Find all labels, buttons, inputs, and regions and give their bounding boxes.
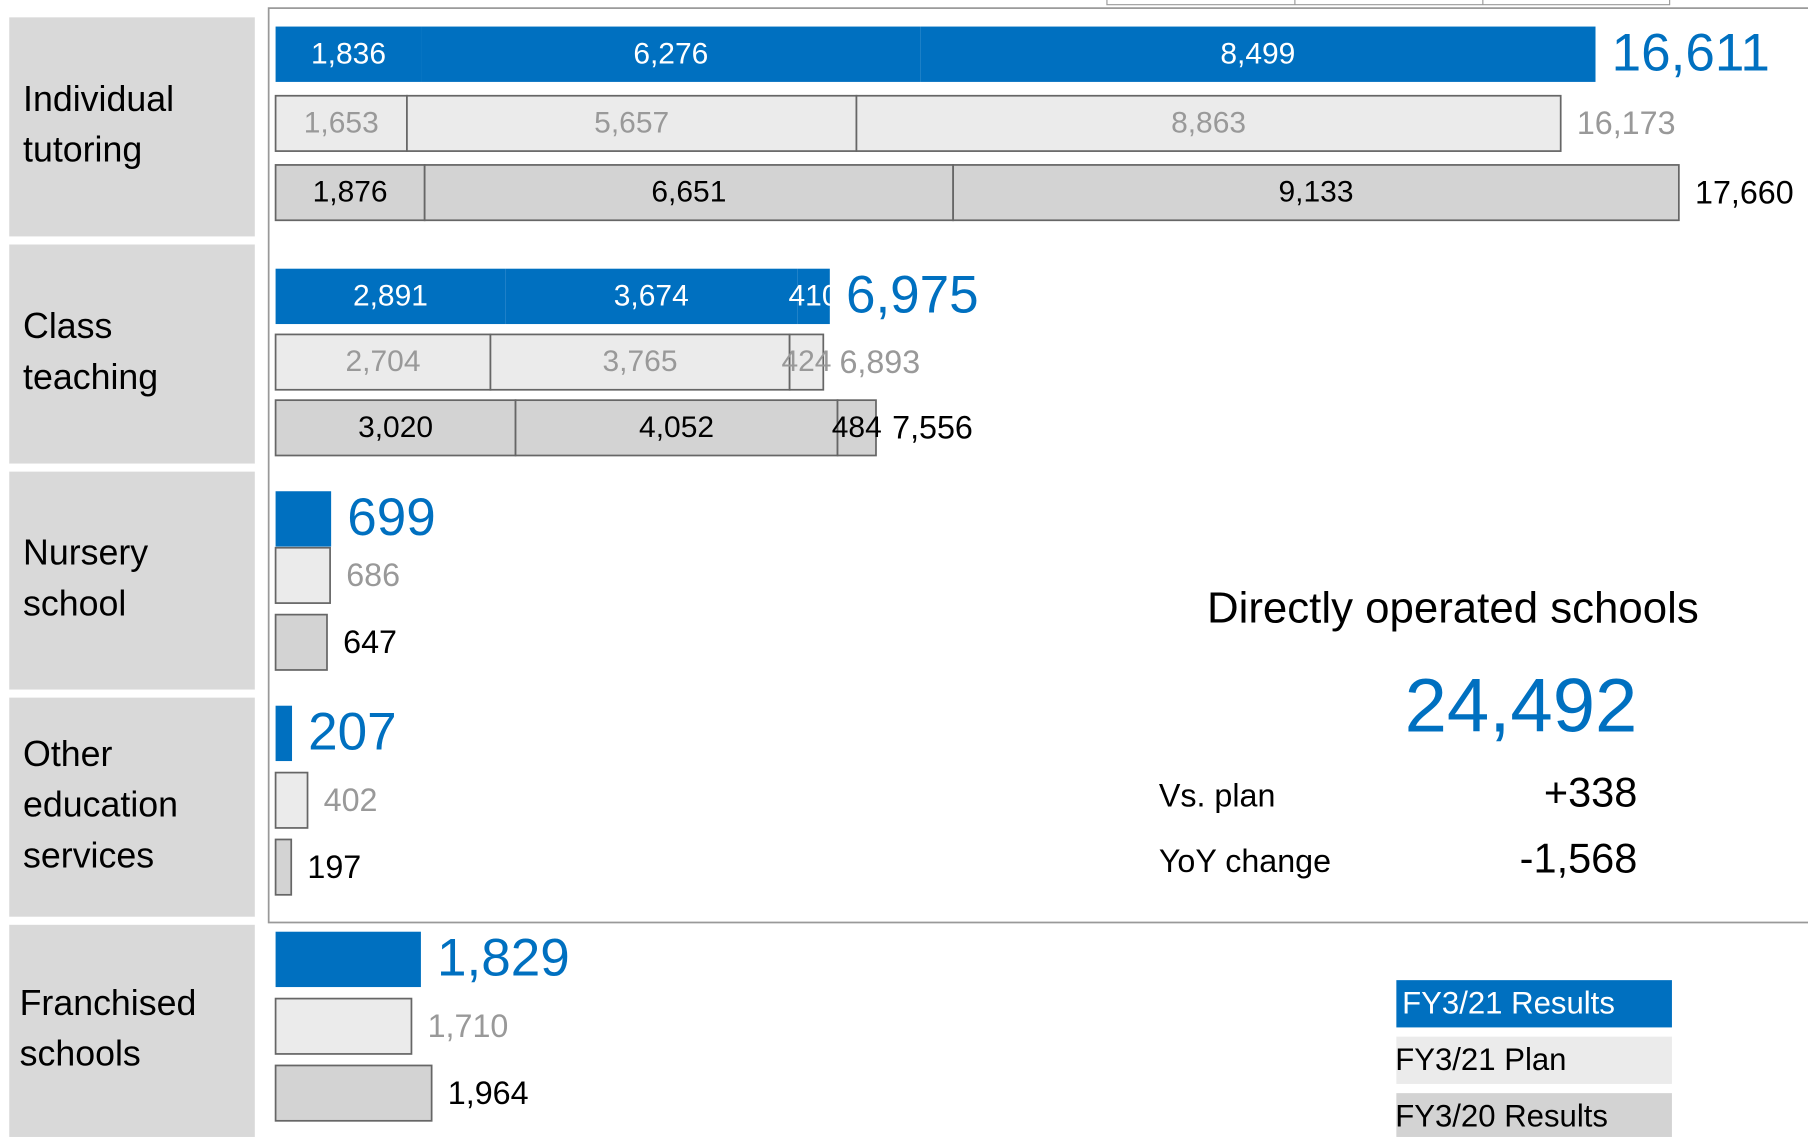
total-label: 6,893 [839, 344, 920, 380]
legend-swatch [1396, 1093, 1672, 1137]
group-box [9, 697, 255, 917]
bar-segment [855, 94, 1562, 152]
bar-segment [952, 164, 1680, 222]
bar-segment [514, 399, 839, 457]
legend-label: FY3/21 Plan [1395, 1042, 1566, 1077]
segment-label: 1,836 [311, 37, 386, 70]
bar-segment [274, 1064, 433, 1122]
bar-segment [406, 94, 858, 152]
bar-segment [274, 546, 331, 604]
legend-label: FY3/20 Results [1395, 1099, 1608, 1134]
segment-label: 5,657 [594, 106, 669, 139]
group-label: education [23, 785, 178, 825]
summary-row-value: -1,568 [1520, 834, 1638, 881]
frame [267, 7, 1808, 924]
segment-label: 9,133 [1279, 176, 1354, 209]
bar-segment [920, 26, 1596, 82]
table-edge [1106, 0, 1671, 6]
segment-label: 1,876 [313, 176, 388, 209]
bar-segment [274, 997, 413, 1055]
group-label: Other [23, 734, 112, 774]
segment-label: 484 [832, 411, 882, 444]
group-label: school [23, 583, 126, 623]
bar-segment [423, 164, 955, 222]
bar-segment [797, 268, 830, 325]
total-label: 17,660 [1695, 174, 1794, 210]
bar-segment [275, 931, 421, 988]
bar-label: 1,829 [437, 929, 570, 988]
bar-segment [274, 838, 293, 896]
bar-label: 686 [346, 557, 400, 593]
segment-label: 410 [789, 279, 839, 312]
bar-label: 699 [347, 488, 435, 547]
group-label: services [23, 835, 154, 875]
bar-segment [274, 613, 328, 671]
group-label: Class [23, 306, 112, 346]
bar-segment [274, 164, 426, 222]
bar-segment [275, 491, 332, 547]
bar-segment [421, 26, 921, 82]
summary-row-value: +338 [1544, 769, 1637, 816]
total-label: 16,611 [1612, 24, 1770, 83]
group-label: tutoring [23, 130, 142, 170]
segment-label: 8,863 [1171, 106, 1246, 139]
bar-segment [274, 771, 309, 829]
bar-segment [275, 26, 422, 82]
segment-label: 424 [781, 345, 831, 378]
group-box [9, 244, 255, 464]
total-label: 16,173 [1577, 105, 1676, 141]
bar-label: 1,964 [448, 1075, 529, 1111]
bar-segment [489, 333, 791, 391]
group-label: Nursery [23, 533, 148, 573]
legend-label: FY3/21 Results [1402, 986, 1615, 1021]
bar-segment [505, 268, 798, 325]
segment-label: 8,499 [1220, 37, 1295, 70]
summary-row-label: YoY change [1159, 843, 1331, 879]
bar-label: 1,710 [428, 1008, 509, 1044]
legend-swatch [1396, 1036, 1672, 1084]
group-label: Individual [23, 79, 174, 119]
group-label: teaching [23, 357, 158, 397]
summary-title: Directly operated schools [1207, 584, 1699, 633]
segment-label: 6,651 [651, 176, 726, 209]
legend-swatch [1396, 980, 1672, 1028]
bar-label: 402 [324, 782, 378, 818]
group-label: Franchised [20, 983, 197, 1023]
total-label: 6,975 [846, 266, 979, 325]
bar-segment [836, 399, 877, 457]
bar-label: 647 [343, 624, 397, 660]
bar-segment [788, 333, 825, 391]
segment-label: 4,052 [639, 411, 714, 444]
bar-label: 207 [308, 703, 396, 762]
segment-label: 6,276 [633, 37, 708, 70]
bar-segment [275, 705, 293, 762]
segment-label: 3,020 [358, 411, 433, 444]
summary-value: 24,492 [1405, 664, 1638, 749]
bar-label: 197 [307, 849, 361, 885]
segment-label: 2,704 [346, 345, 421, 378]
group-box [9, 924, 255, 1137]
bar-segment [275, 268, 506, 325]
group-box [9, 471, 255, 690]
group-box [9, 17, 255, 237]
bar-segment [274, 333, 492, 391]
segment-label: 1,653 [304, 106, 379, 139]
segment-label: 3,765 [603, 345, 678, 378]
total-label: 7,556 [892, 410, 973, 446]
group-label: schools [20, 1034, 141, 1074]
bar-segment [274, 399, 517, 457]
segment-label: 2,891 [353, 279, 428, 312]
segment-label: 3,674 [614, 279, 689, 312]
summary-row-label: Vs. plan [1159, 777, 1276, 813]
